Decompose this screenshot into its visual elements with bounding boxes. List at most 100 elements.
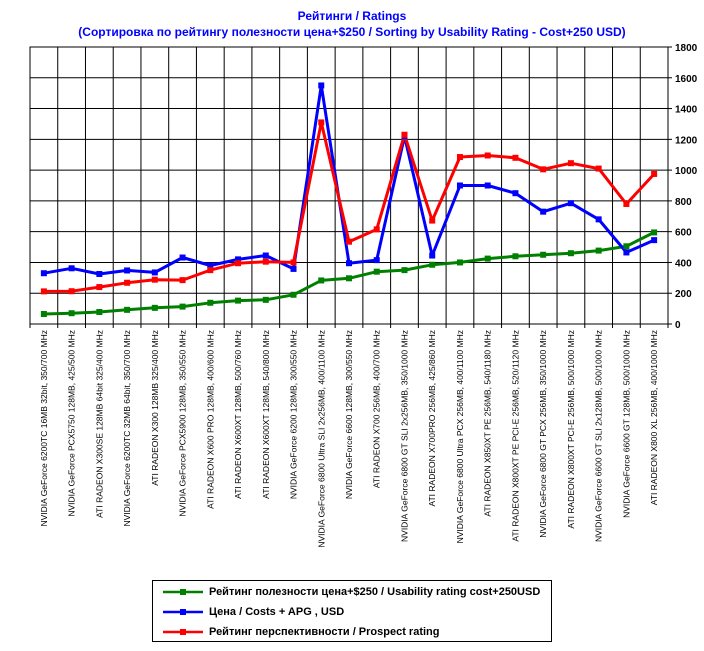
line-chart: 0 200 400 600 800 1000 1200 1400 1600 1800 NVIDIA… — [29, 43, 698, 548]
y-axis: 0 200 400 600 800 1000 1200 1400 1600 1800 — [668, 43, 698, 331]
data-point — [179, 303, 186, 310]
data-point — [623, 249, 630, 256]
data-point — [151, 269, 158, 276]
data-point — [540, 208, 547, 215]
legend-marker-usability — [163, 589, 203, 595]
legend-entry-costs: Цена / Costs + APG , USD — [163, 604, 344, 620]
data-point — [179, 277, 186, 284]
x-tick-label: ATI RADEON X300 128MB 325/400 MHz — [150, 330, 160, 486]
data-point — [96, 270, 103, 277]
data-point — [151, 304, 158, 311]
data-point — [179, 254, 186, 261]
data-point — [595, 216, 602, 223]
data-point — [456, 259, 463, 266]
data-point — [40, 310, 47, 317]
data-point — [235, 297, 242, 304]
y-tick-label: 600 — [675, 228, 692, 239]
data-point — [429, 217, 436, 224]
data-point — [567, 250, 574, 257]
data-point — [346, 238, 352, 245]
legend-label-usability: Рейтинг полезности цена+$250 / Usability… — [209, 586, 541, 598]
data-point — [540, 166, 547, 173]
data-point — [124, 279, 131, 286]
legend-entry-usability: Рейтинг полезности цена+$250 / Usability… — [163, 584, 540, 600]
data-point — [262, 296, 269, 303]
data-point — [96, 284, 103, 291]
y-tick-label: 1400 — [675, 105, 698, 116]
data-point — [429, 252, 436, 259]
data-point — [290, 265, 297, 272]
data-point — [484, 182, 491, 189]
x-tick-label: NVIDIA GeForce 6800 GT SLI 2x256MB, 350/… — [399, 330, 409, 542]
data-point — [151, 276, 158, 283]
data-point — [262, 252, 269, 259]
x-tick-label: NVIDIA GeForce PCX5750 128MB, 425/500 MH… — [67, 330, 77, 517]
x-tick-label: ATI RADEON X600XT 128MB, 540/800 MHz — [261, 330, 271, 499]
data-point — [40, 270, 47, 277]
data-point — [235, 260, 242, 267]
x-tick-label: ATI RADEON X300SE 128MB 64bit 325/400 MH… — [94, 330, 104, 518]
x-tick-label: ATI RADEON X600 PRO 128MB, 400/600 MHz — [205, 330, 215, 509]
legend-marker-costs — [163, 609, 203, 615]
data-point — [512, 253, 519, 260]
x-tick-label: ATI RADEON X700 256MB, 400/700 MHz — [372, 330, 382, 488]
data-point — [567, 200, 574, 207]
grid-lines — [30, 47, 668, 324]
data-point — [401, 131, 408, 138]
series-points — [40, 82, 658, 317]
data-point — [401, 267, 408, 274]
x-tick-label: NVIDIA GeForce 6200 128MB, 300/550 MHz — [289, 330, 299, 499]
x-tick-label: NVIDIA GeForce 6600 128MB, 300/550 MHz — [344, 330, 354, 499]
data-point — [595, 247, 602, 254]
data-point — [96, 308, 103, 315]
data-point — [68, 265, 75, 272]
data-point — [68, 288, 75, 295]
x-tick-label: NVIDIA GeForce 6200TC 32MB 64bit, 350/70… — [122, 330, 132, 527]
data-point — [318, 82, 325, 89]
data-point — [318, 119, 325, 126]
data-point — [651, 170, 658, 177]
chart-subtitle: (Сортировка по рейтингу полезности цена+… — [78, 25, 626, 39]
data-point — [512, 190, 519, 197]
x-tick-label: NVIDIA GeForce PCX5900 128MB, 350/550 MH… — [178, 330, 188, 517]
data-point — [124, 267, 131, 274]
data-point — [623, 243, 630, 250]
data-point — [651, 229, 658, 236]
x-tick-label: NVIDIA GeForce 6600 GT SLI 2x128MB, 500/… — [594, 330, 604, 542]
data-point — [124, 306, 131, 313]
legend-label-prospect: Рейтинг перспективности / Prospect ratin… — [209, 626, 440, 638]
data-point — [456, 154, 463, 161]
chart-title: Рейтинги / Ratings — [297, 9, 407, 23]
x-tick-label: NVIDIA GeForce 6600 GT 128MB, 500/1000 M… — [621, 330, 631, 518]
data-point — [429, 261, 436, 268]
data-point — [318, 277, 325, 284]
data-point — [373, 268, 380, 275]
data-point — [346, 260, 352, 267]
data-point — [651, 237, 658, 244]
data-point — [623, 200, 630, 207]
y-tick-label: 200 — [675, 289, 692, 300]
x-axis: NVIDIA GeForce 6200TC 16MB 32bit, 350/70… — [29, 324, 669, 548]
x-tick-label: ATI RADEON X800 XL 256MB, 400/1000 MHz — [649, 330, 659, 505]
y-tick-label: 0 — [675, 320, 681, 331]
x-tick-label: ATI RADEON X700PRO 256MB, 425/860 MHz — [427, 330, 437, 507]
data-point — [68, 310, 75, 317]
legend-entry-prospect: Рейтинг перспективности / Prospect ratin… — [163, 624, 440, 640]
legend-label-costs: Цена / Costs + APG , USD — [209, 606, 345, 618]
data-point — [262, 258, 269, 265]
data-point — [207, 262, 214, 269]
y-tick-label: 1800 — [675, 43, 698, 54]
chart-legend: Рейтинг полезности цена+$250 / Usability… — [152, 580, 552, 642]
data-point — [567, 160, 574, 167]
x-tick-label: ATI RADEON X800XT PCI-E 256MB, 500/1000 … — [566, 330, 576, 529]
y-tick-label: 1000 — [675, 166, 698, 177]
data-point — [484, 255, 491, 262]
y-tick-label: 800 — [675, 197, 692, 208]
data-point — [373, 257, 380, 264]
data-point — [373, 226, 380, 233]
x-tick-label: NVIDIA GeForce 6200TC 16MB 32bit, 350/70… — [39, 330, 49, 527]
data-point — [290, 259, 297, 266]
data-point — [235, 256, 242, 263]
x-tick-label: ATI RADEON X800XT PE PCI-E 256MB, 520/11… — [510, 330, 520, 542]
data-point — [512, 154, 519, 161]
